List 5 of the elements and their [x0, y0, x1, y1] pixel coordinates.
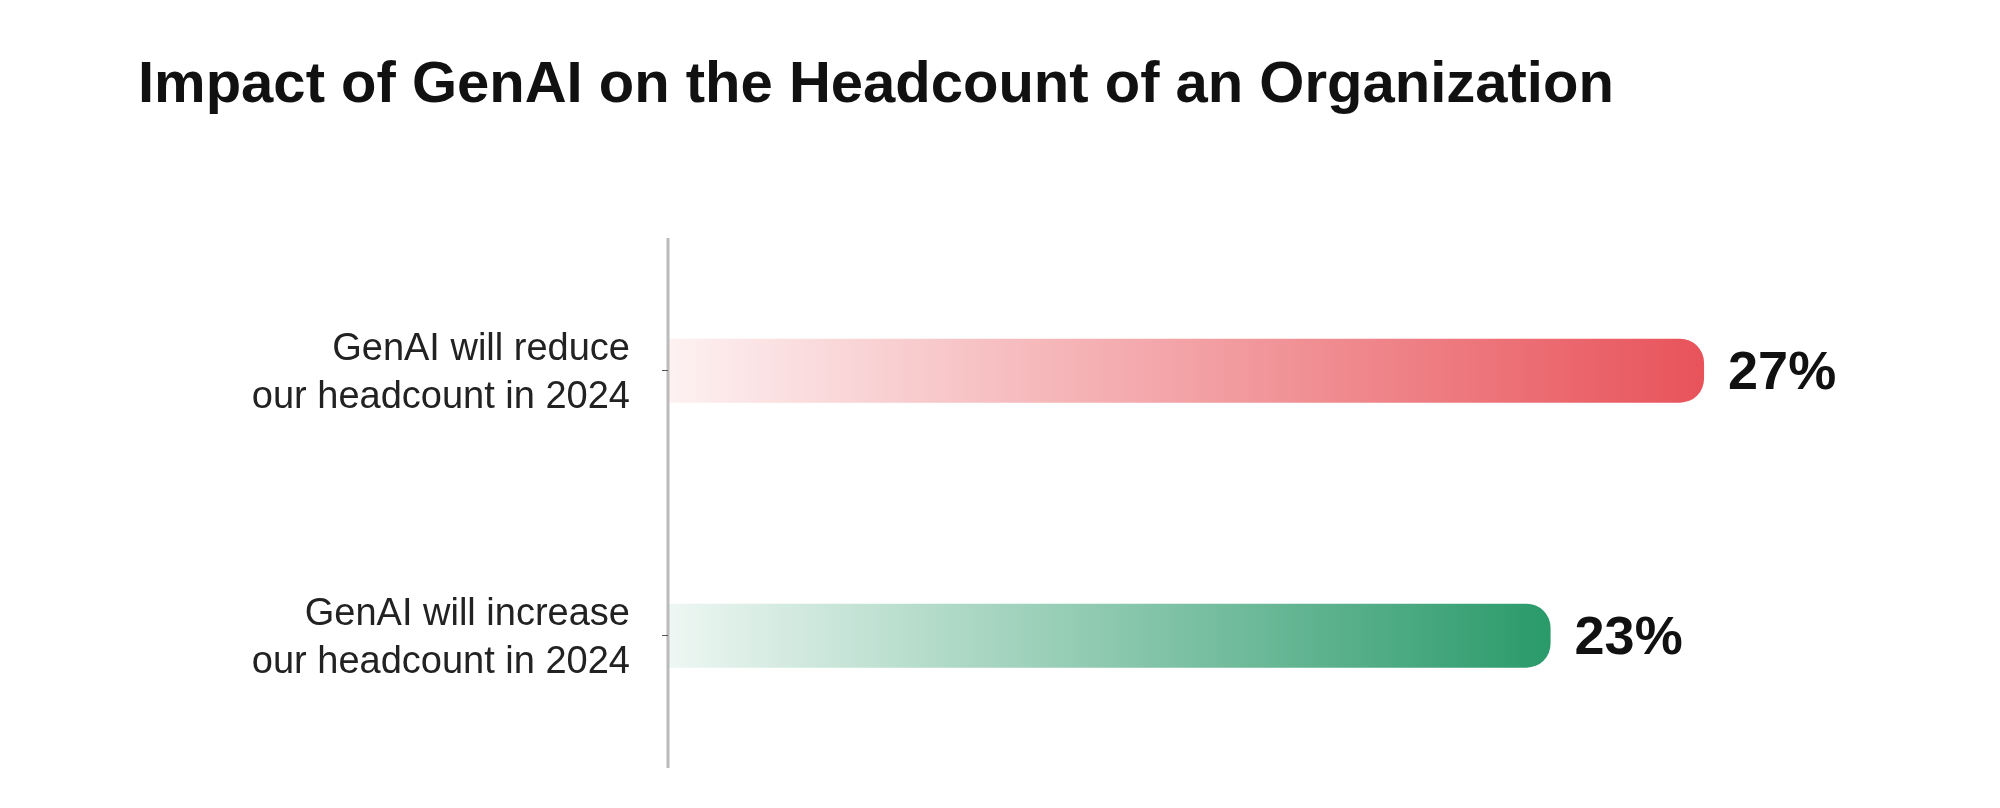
y-tick-label: GenAI will increase our headcount in 2024: [251, 590, 630, 681]
data-label: 27%: [1728, 339, 1837, 400]
chart-title: Impact of GenAI on the Headcount of an Organization: [137, 48, 1615, 116]
y-tick-label: GenAI will reduce our headcount in 2024: [251, 325, 630, 416]
data-label: 23%: [1574, 604, 1683, 665]
